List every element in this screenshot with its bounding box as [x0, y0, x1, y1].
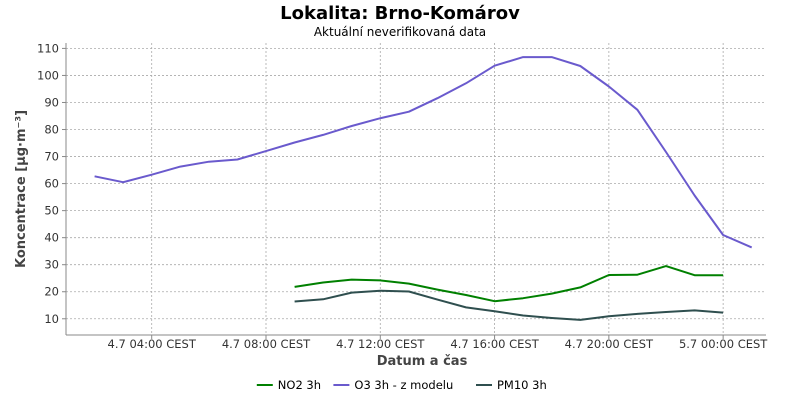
- y-tick-label-50: 50: [44, 204, 59, 218]
- legend: NO2 3h O3 3h - z modelu PM10 3h: [256, 378, 547, 392]
- x-tick-label-4: 4.7 20:00 CEST: [565, 337, 654, 351]
- legend-label-1: O3 3h - z modelu: [354, 378, 453, 392]
- y-axis-ticks: 10 20 30 40 50 60 70 80 90 100 110: [37, 41, 66, 326]
- y-tick-label-100: 100: [37, 68, 59, 82]
- plot-area: [65, 43, 766, 336]
- y-tick-label-40: 40: [44, 231, 59, 245]
- y-tick-label-30: 30: [44, 258, 59, 272]
- x-tick-label-1: 4.7 08:00 CEST: [222, 337, 311, 351]
- series-line-2: [294, 289, 724, 321]
- y-tick-label-80: 80: [44, 123, 59, 137]
- y-tick-label-110: 110: [37, 41, 59, 55]
- y-tick-label-10: 10: [44, 312, 59, 326]
- series-layer: [94, 56, 753, 321]
- y-axis-label: Koncentrace [µg·m⁻³]: [14, 110, 29, 268]
- x-axis-label: Datum a čas: [377, 354, 468, 369]
- chart-title: Lokalita: Brno-Komárov: [280, 3, 520, 24]
- series-line-0: [294, 265, 724, 303]
- chart-subtitle: Aktuální neverifikovaná data: [314, 25, 486, 39]
- y-tick-label-90: 90: [44, 95, 59, 109]
- y-tick-label-20: 20: [44, 285, 59, 299]
- x-tick-label-3: 4.7 16:00 CEST: [450, 337, 539, 351]
- grid: [66, 43, 766, 335]
- x-tick-label-0: 4.7 04:00 CEST: [108, 337, 197, 351]
- legend-label-2: PM10 3h: [497, 378, 547, 392]
- x-tick-label-2: 4.7 12:00 CEST: [336, 337, 425, 351]
- y-tick-label-70: 70: [44, 150, 59, 164]
- legend-label-0: NO2 3h: [278, 378, 321, 392]
- y-tick-label-60: 60: [44, 177, 59, 191]
- x-tick-label-5: 5.7 00:00 CEST: [679, 337, 768, 351]
- x-axis-ticks: 4.7 04:00 CEST 4.7 08:00 CEST 4.7 12:00 CE…: [108, 335, 768, 351]
- series-line-1: [94, 56, 753, 249]
